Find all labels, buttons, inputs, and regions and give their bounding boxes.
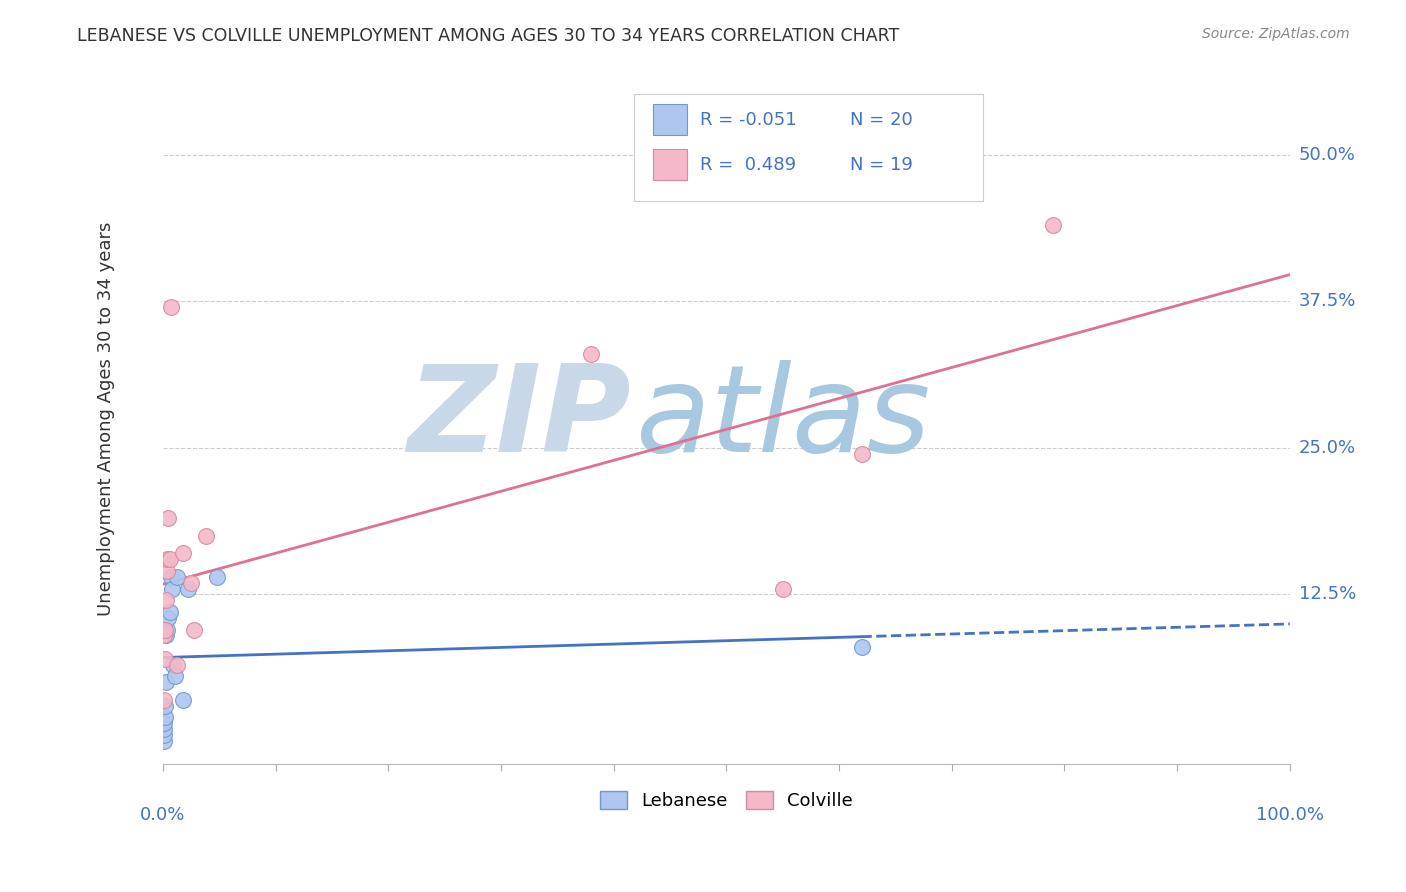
Text: Source: ZipAtlas.com: Source: ZipAtlas.com bbox=[1202, 27, 1350, 41]
Point bbox=[153, 652, 176, 666]
Text: N = 20: N = 20 bbox=[851, 111, 912, 128]
Point bbox=[156, 552, 179, 566]
Point bbox=[153, 734, 176, 748]
Point bbox=[166, 657, 188, 672]
Point bbox=[579, 347, 602, 361]
Point bbox=[205, 570, 228, 584]
Point bbox=[153, 716, 176, 731]
Point bbox=[156, 623, 179, 637]
Point bbox=[851, 640, 873, 654]
Point bbox=[153, 628, 176, 642]
Point bbox=[183, 623, 205, 637]
FancyBboxPatch shape bbox=[652, 149, 688, 180]
Point bbox=[176, 582, 198, 596]
Text: N = 19: N = 19 bbox=[851, 155, 912, 174]
Point bbox=[157, 611, 180, 625]
Point bbox=[165, 669, 187, 683]
Text: ZIP: ZIP bbox=[406, 360, 630, 477]
Text: Unemployment Among Ages 30 to 34 years: Unemployment Among Ages 30 to 34 years bbox=[97, 221, 115, 615]
Text: atlas: atlas bbox=[636, 360, 932, 477]
Point bbox=[851, 447, 873, 461]
Text: 25.0%: 25.0% bbox=[1299, 439, 1355, 457]
Point bbox=[153, 722, 176, 736]
Point bbox=[155, 675, 177, 690]
Point bbox=[157, 511, 180, 525]
Point bbox=[160, 582, 183, 596]
Point bbox=[180, 575, 202, 590]
Text: LEBANESE VS COLVILLE UNEMPLOYMENT AMONG AGES 30 TO 34 YEARS CORRELATION CHART: LEBANESE VS COLVILLE UNEMPLOYMENT AMONG … bbox=[77, 27, 900, 45]
Point bbox=[153, 623, 176, 637]
Point bbox=[772, 582, 794, 596]
Point bbox=[155, 628, 177, 642]
Point bbox=[166, 570, 188, 584]
Text: 37.5%: 37.5% bbox=[1299, 293, 1357, 310]
Point bbox=[153, 698, 176, 713]
Text: 12.5%: 12.5% bbox=[1299, 585, 1355, 603]
Point bbox=[159, 605, 181, 619]
Point bbox=[172, 693, 194, 707]
Point bbox=[1042, 219, 1064, 233]
Point bbox=[153, 693, 176, 707]
FancyBboxPatch shape bbox=[652, 104, 688, 136]
Legend: Lebanese, Colville: Lebanese, Colville bbox=[592, 784, 860, 817]
FancyBboxPatch shape bbox=[634, 94, 983, 201]
Point bbox=[159, 570, 181, 584]
Point bbox=[156, 564, 179, 578]
Point bbox=[194, 529, 217, 543]
Point bbox=[153, 710, 176, 724]
Point bbox=[153, 728, 176, 742]
Point bbox=[162, 657, 184, 672]
Text: 100.0%: 100.0% bbox=[1256, 805, 1324, 823]
Point bbox=[155, 593, 177, 607]
Text: R =  0.489: R = 0.489 bbox=[700, 155, 797, 174]
Text: R = -0.051: R = -0.051 bbox=[700, 111, 797, 128]
Point bbox=[172, 546, 194, 560]
Point bbox=[159, 552, 181, 566]
Text: 50.0%: 50.0% bbox=[1299, 146, 1355, 164]
Text: 0.0%: 0.0% bbox=[141, 805, 186, 823]
Point bbox=[159, 301, 181, 315]
